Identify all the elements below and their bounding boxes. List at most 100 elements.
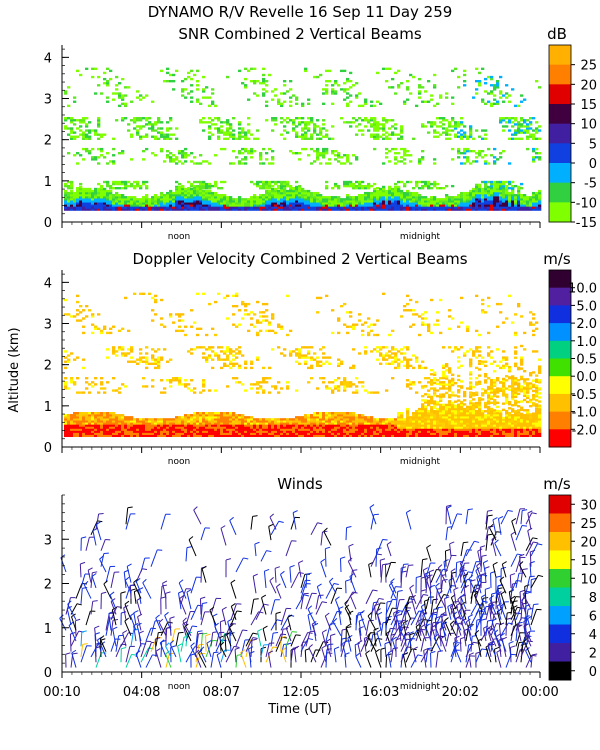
- doppler-cell: [232, 354, 236, 357]
- doppler-cell: [433, 402, 437, 405]
- doppler-cell: [175, 377, 179, 380]
- doppler-cell: [172, 420, 176, 423]
- snr-cell: [136, 117, 140, 120]
- snr-cell: [322, 156, 326, 159]
- doppler-cell: [208, 432, 212, 435]
- snr-cell: [397, 196, 401, 199]
- snr-cell: [73, 196, 77, 199]
- snr-cell: [322, 147, 326, 151]
- snr-cell: [286, 208, 290, 211]
- snr-cell: [280, 191, 284, 195]
- snr-cell: [484, 133, 488, 136]
- snr-cell: [94, 206, 98, 209]
- doppler-cell: [82, 422, 86, 425]
- snr-cell: [475, 194, 479, 197]
- snr-cell: [478, 200, 482, 203]
- doppler-cell: [130, 432, 134, 435]
- doppler-cell: [136, 426, 140, 429]
- snr-cell: [262, 147, 266, 151]
- snr-cell: [391, 119, 395, 122]
- snr-cell: [133, 200, 137, 203]
- snr-cell: [331, 149, 335, 153]
- doppler-cell: [403, 309, 407, 312]
- snr-cell: [292, 202, 296, 205]
- snr-cell: [103, 71, 107, 75]
- doppler-cell: [262, 379, 266, 382]
- doppler-cell: [325, 422, 329, 425]
- doppler-cell: [184, 422, 188, 425]
- snr-cell: [112, 198, 116, 201]
- snr-cell: [307, 200, 311, 203]
- snr-cell: [274, 194, 278, 197]
- doppler-cell: [370, 422, 374, 425]
- snr-cell: [295, 117, 299, 120]
- snr-cell: [514, 206, 518, 209]
- snr-cell: [325, 162, 329, 165]
- doppler-cell: [238, 420, 242, 423]
- snr-cell: [142, 135, 146, 138]
- doppler-cell: [409, 309, 413, 312]
- snr-cell: [514, 131, 518, 134]
- snr-cell: [202, 75, 206, 79]
- snr-cell: [298, 184, 302, 188]
- snr-cell: [271, 158, 275, 161]
- snr-cell: [499, 187, 503, 190]
- doppler-cell: [103, 422, 107, 425]
- doppler-cell: [262, 389, 266, 392]
- snr-cell: [349, 121, 353, 124]
- winds-colorbar-units: m/s: [543, 475, 571, 493]
- doppler-cell: [211, 434, 215, 438]
- snr-cell: [70, 206, 74, 209]
- snr-cell: [511, 198, 515, 201]
- snr-cell: [418, 208, 422, 211]
- doppler-cell: [214, 426, 218, 429]
- snr-cell: [424, 90, 428, 93]
- snr-cell: [484, 196, 488, 199]
- snr-cell: [448, 137, 452, 140]
- snr-cell: [436, 206, 440, 209]
- snr-cell: [160, 200, 164, 203]
- doppler-cell: [397, 362, 401, 365]
- snr-cell: [262, 67, 266, 70]
- snr-cell: [352, 198, 356, 201]
- snr-cell: [439, 202, 443, 205]
- doppler-cell: [316, 296, 320, 300]
- doppler-cell: [250, 360, 254, 363]
- doppler-cell: [364, 432, 368, 435]
- doppler-cell: [277, 434, 281, 438]
- snr-cell: [70, 208, 74, 211]
- snr-cell: [511, 187, 515, 190]
- snr-cell: [502, 184, 506, 188]
- snr-cell: [394, 196, 398, 199]
- snr-cell: [487, 198, 491, 201]
- snr-cell: [157, 200, 161, 203]
- doppler-cell: [133, 434, 137, 438]
- snr-cell: [184, 187, 188, 191]
- snr-cell: [319, 152, 323, 155]
- snr-cell: [88, 189, 92, 193]
- doppler-cell: [202, 389, 206, 392]
- snr-cell: [73, 198, 77, 201]
- snr-cell: [142, 196, 146, 199]
- doppler-cell: [322, 422, 326, 425]
- snr-cell: [490, 206, 494, 209]
- snr-cell: [109, 206, 113, 209]
- snr-cell: [478, 82, 482, 85]
- snr-cell: [121, 200, 125, 203]
- doppler-cell: [391, 362, 395, 365]
- snr-cell: [79, 206, 83, 209]
- doppler-cell: [352, 430, 356, 433]
- snr-cell: [97, 191, 101, 195]
- snr-cell: [163, 200, 167, 203]
- snr-cell: [211, 184, 215, 188]
- snr-cell: [193, 162, 197, 165]
- snr-cell: [124, 198, 128, 201]
- snr-cell: [283, 191, 287, 195]
- snr-cell: [415, 204, 419, 207]
- snr-cell: [394, 200, 398, 203]
- snr-cell: [301, 191, 305, 195]
- doppler-cell: [124, 422, 128, 425]
- doppler-cell: [364, 321, 368, 324]
- snr-cell: [112, 194, 116, 197]
- doppler-cell: [361, 422, 365, 425]
